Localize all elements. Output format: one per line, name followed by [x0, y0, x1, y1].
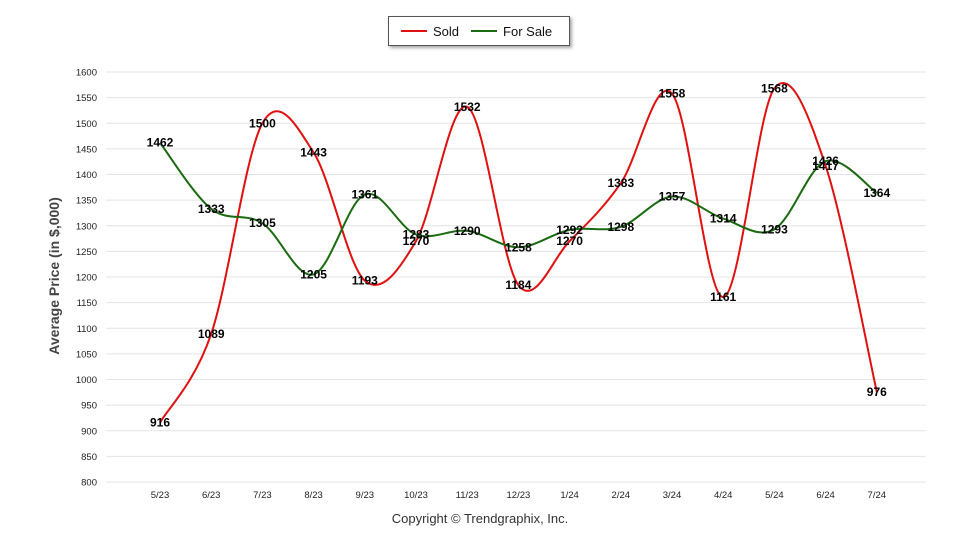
y-tick-label: 1150 [77, 298, 97, 309]
x-tick-label: 8/23 [304, 490, 323, 501]
x-axis-ticks: 5/23 6/23 7/23 8/23 9/23 10/23 11/23 12/23 1/24 2… [151, 490, 886, 501]
data-label-sold: 1532 [454, 100, 481, 114]
series-line-for-sale [159, 142, 878, 276]
x-tick-label: 3/24 [663, 490, 682, 501]
y-tick-label: 1100 [77, 324, 97, 335]
copyright-text: Copyright © Trendgraphix, Inc. [391, 511, 569, 526]
y-tick-label: 1200 [76, 273, 97, 284]
data-label-for-sale: 1361 [351, 187, 378, 201]
y-tick-label: 1250 [76, 247, 97, 258]
x-tick-label: 4/24 [714, 490, 733, 501]
data-label-sold: 1270 [403, 234, 430, 248]
grid-lines [106, 71, 926, 483]
data-label-sold: 1089 [198, 327, 225, 341]
data-label-sold: 1184 [505, 278, 531, 292]
y-tick-label: 1550 [76, 93, 97, 104]
data-label-for-sale: 1333 [198, 202, 225, 216]
data-label-sold: 1161 [710, 290, 736, 304]
x-tick-label: 9/23 [356, 490, 375, 501]
y-axis-ticks: 800 850 900 950 1000 1050 1100 1150 1200 1250 1300… [76, 68, 97, 489]
data-label-for-sale: 1290 [454, 224, 481, 238]
legend-swatch-for-sale [471, 30, 498, 32]
legend-item-for-sale: For Sale [459, 24, 552, 39]
y-tick-label: 1000 [76, 375, 97, 386]
x-tick-label: 5/24 [765, 490, 784, 501]
x-tick-label: 6/24 [816, 490, 835, 501]
y-tick-label: 1050 [76, 349, 97, 360]
legend: Sold For Sale [388, 16, 570, 46]
data-label-sold: 1500 [249, 116, 276, 130]
data-label-for-sale: 1258 [505, 240, 532, 254]
x-tick-label: 10/23 [404, 490, 428, 501]
data-label-for-sale: 1293 [761, 222, 788, 236]
data-label-sold: 1193 [352, 274, 378, 288]
y-tick-label: 1400 [76, 170, 97, 181]
x-tick-label: 5/23 [151, 490, 170, 501]
y-tick-label: 1500 [76, 119, 97, 130]
data-label-for-sale: 1314 [710, 212, 737, 226]
data-label-sold: 976 [867, 385, 887, 399]
data-label-for-sale: 1283 [403, 227, 430, 241]
legend-item-sold: Sold [389, 24, 459, 39]
data-label-for-sale: 1357 [659, 190, 686, 204]
y-axis-label: Average Price (in $,000) [46, 197, 62, 354]
legend-label-for-sale: For Sale [503, 23, 553, 39]
x-tick-label: 12/23 [507, 490, 531, 501]
y-tick-label: 1300 [76, 221, 97, 232]
y-tick-label: 1450 [76, 144, 97, 155]
data-label-sold: 1417 [812, 159, 839, 173]
data-label-for-sale: 1305 [249, 216, 276, 230]
y-tick-label: 800 [81, 478, 97, 489]
series-lines [159, 82, 878, 424]
x-tick-label: 7/23 [253, 490, 272, 501]
data-label-for-sale: 1298 [607, 220, 634, 234]
data-label-for-sale: 1364 [863, 186, 890, 200]
legend-swatch-sold [401, 30, 427, 32]
y-tick-label: 950 [81, 401, 97, 412]
series-line-sold [159, 82, 878, 424]
data-label-sold: 1383 [607, 176, 634, 190]
x-tick-label: 6/23 [202, 490, 221, 501]
data-label-sold: 1443 [300, 145, 327, 159]
data-label-sold: 1568 [761, 81, 788, 95]
legend-label-sold: Sold [433, 23, 460, 39]
y-tick-label: 900 [81, 426, 97, 437]
x-tick-label: 2/24 [612, 490, 631, 501]
data-label-for-sale: 1426 [812, 154, 839, 168]
x-tick-label: 1/24 [560, 490, 579, 501]
data-label-sold: 1270 [556, 234, 583, 248]
y-tick-label: 1350 [76, 196, 97, 207]
data-label-sold: 1558 [659, 87, 686, 101]
data-label-for-sale: 1205 [300, 267, 327, 281]
y-tick-label: 850 [81, 452, 97, 463]
data-label-sold: 916 [150, 416, 170, 430]
data-labels: 916 1089 1500 1443 1193 1270 1532 1184 1270 1383 1… [147, 81, 891, 429]
x-tick-label: 7/24 [868, 490, 887, 501]
x-tick-label: 11/23 [456, 490, 479, 501]
data-label-for-sale: 1462 [147, 136, 174, 150]
y-tick-label: 1600 [76, 68, 97, 79]
data-label-for-sale: 1292 [556, 223, 583, 237]
